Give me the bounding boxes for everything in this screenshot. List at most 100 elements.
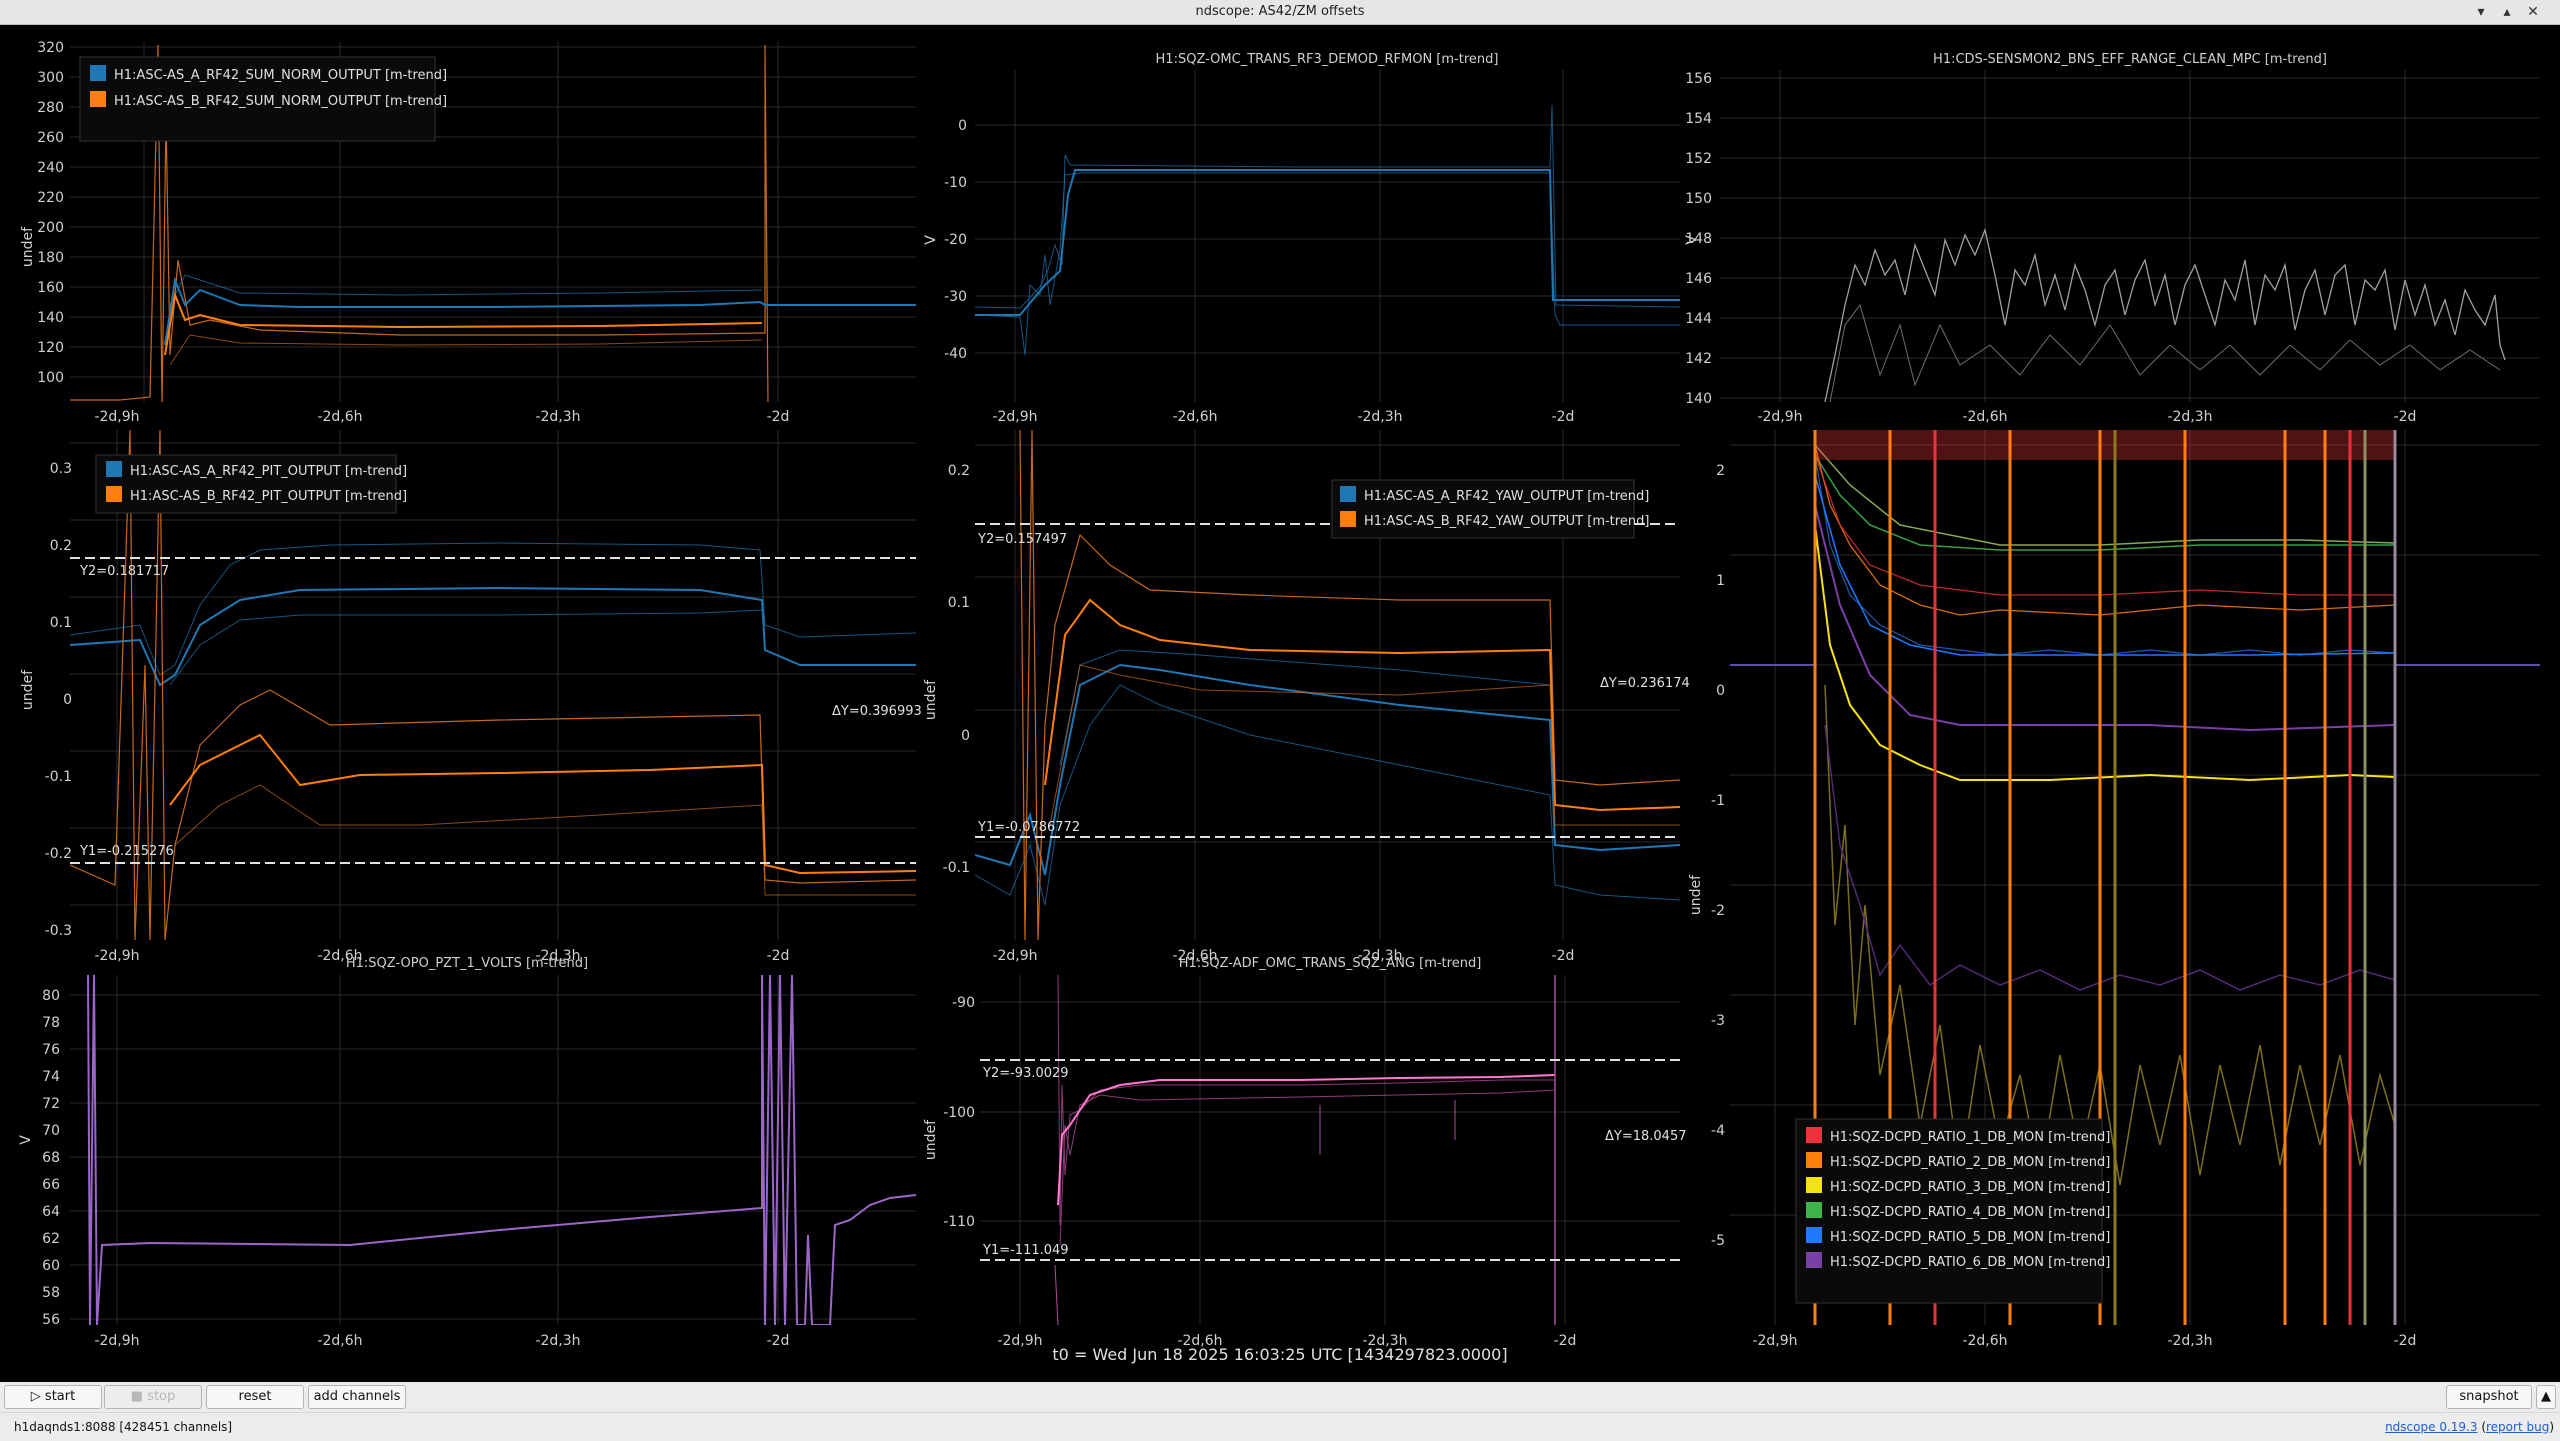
ytick: 2 [1716, 463, 1725, 479]
legend-5[interactable]: H1:ASC-AS_A_RF42_YAW_OUTPUT [m-trend] H1… [1331, 479, 1649, 539]
xtick: -2d,9h [94, 409, 139, 425]
y-axis-label: undef [20, 226, 36, 267]
ytick: 154 [1685, 111, 1712, 127]
ytick: 64 [42, 1204, 60, 1220]
xtick: -2d,9h [94, 948, 139, 964]
ytick: 72 [42, 1096, 60, 1112]
xtick: -2d,3h [535, 948, 580, 964]
plot-1[interactable]: 100 120 140 160 180 200 220 240 260 280 … [20, 40, 916, 425]
ytick: 156 [1685, 71, 1712, 87]
ytick: -3 [1711, 1013, 1725, 1029]
xtick: -2d [767, 1333, 790, 1349]
ytick: 0.2 [50, 538, 72, 554]
plot-4[interactable]: Y2=0.181717 Y1=-0.215276 ΔY=0.396993 0.3… [20, 430, 922, 964]
ytick: 60 [42, 1258, 60, 1274]
plot-8[interactable]: H1:SQZ-ADF_OMC_TRANS_SQZ_ANG [m-trend] Y… [923, 956, 1687, 1349]
xtick: -2d [2394, 409, 2417, 425]
xtick: -2d,6h [1177, 1333, 1222, 1349]
xtick: -2d,9h [94, 1333, 139, 1349]
add-channels-button[interactable]: add channels [308, 1385, 406, 1409]
ytick: 148 [1685, 231, 1712, 247]
plot-3[interactable]: H1:CDS-SENSMON2_BNS_EFF_RANGE_CLEAN_MPC … [1684, 52, 2540, 425]
xtick: -2d,9h [997, 1333, 1042, 1349]
maximize-icon[interactable]: ▴ [2503, 4, 2511, 20]
plot-title: H1:SQZ-OMC_TRANS_RF3_DEMOD_RFMON [m-tren… [1156, 52, 1499, 67]
xtick: -2d,6h [1172, 948, 1217, 964]
stop-online-button[interactable]: ■ stop online [104, 1385, 202, 1426]
ytick: 146 [1685, 271, 1712, 287]
ytick: 320 [37, 40, 64, 56]
xtick: -2d [767, 948, 790, 964]
ytick: 120 [37, 340, 64, 356]
ytick: 0 [961, 728, 970, 744]
ytick: 0.1 [50, 615, 72, 631]
legend-swatch [90, 91, 106, 107]
y-axis-label: undef [20, 669, 36, 710]
xtick: -2d,3h [535, 1333, 580, 1349]
ytick: 152 [1685, 151, 1712, 167]
ytick: -20 [944, 232, 967, 248]
report-bug-link[interactable]: report bug [2486, 1420, 2550, 1434]
plot-7[interactable]: H1:SQZ-OPO_PZT_1_VOLTS [m-trend] 80 78 7… [18, 956, 916, 1349]
snapshot-button[interactable]: snapshot [2446, 1385, 2532, 1409]
ytick: 140 [37, 310, 64, 326]
channel-count: [428451 channels] [119, 1420, 233, 1434]
ytick: 144 [1685, 311, 1712, 327]
plot-5[interactable]: Y2=0.157497 Y1=-0.0786772 ΔY=0.236174 0.… [923, 430, 1690, 964]
plot-2[interactable]: H1:SQZ-OMC_TRANS_RF3_DEMOD_RFMON [m-tren… [923, 52, 1680, 425]
legend-entry: H1:SQZ-DCPD_RATIO_4_DB_MON [m-trend] [1830, 1205, 2110, 1220]
ytick: 0 [958, 118, 967, 134]
ytick: -0.1 [45, 769, 72, 785]
legend-entry: H1:SQZ-DCPD_RATIO_5_DB_MON [m-trend] [1830, 1230, 2110, 1245]
ytick: -40 [944, 346, 967, 362]
ytick: 0 [1716, 683, 1725, 699]
toolbar [0, 1382, 2560, 1412]
plot-title: H1:SQZ-OPO_PZT_1_VOLTS [m-trend] [346, 956, 588, 971]
ytick: 200 [37, 220, 64, 236]
plot-6[interactable]: 2 1 0 -1 -2 -3 -4 -5 undef -2d,9h -2d,6h… [1688, 430, 2540, 1349]
legend-4[interactable]: H1:ASC-AS_A_RF42_PIT_OUTPUT [m-trend] H1… [95, 454, 407, 514]
reset-button[interactable]: reset [206, 1385, 304, 1409]
stop-icon: ■ [130, 1389, 148, 1404]
collapse-up-icon[interactable]: ▲ [2536, 1385, 2556, 1409]
close-icon[interactable]: ✕ [2527, 4, 2539, 20]
ytick: -1 [1711, 793, 1725, 809]
plot-canvas[interactable]: 100 120 140 160 180 200 220 240 260 280 … [0, 25, 2560, 1382]
legend-entry: H1:ASC-AS_B_RF42_SUM_NORM_OUTPUT [m-tren… [114, 94, 447, 109]
xtick: -2d,6h [317, 1333, 362, 1349]
t0-label: t0 = Wed Jun 18 2025 16:03:25 UTC [14342… [1052, 1345, 1507, 1364]
ytick: 280 [37, 100, 64, 116]
ytick: 78 [42, 1015, 60, 1031]
ytick: -0.2 [45, 846, 72, 862]
cursor-dy-label: ΔY=0.236174 [1600, 676, 1690, 691]
legend-1[interactable]: H1:ASC-AS_A_RF42_SUM_NORM_OUTPUT [m-tren… [79, 56, 447, 142]
ytick: 58 [42, 1285, 60, 1301]
xtick: -2d,6h [1962, 1333, 2007, 1349]
ytick: 70 [42, 1123, 60, 1139]
legend-entry: H1:SQZ-DCPD_RATIO_3_DB_MON [m-trend] [1830, 1180, 2110, 1195]
minimize-icon[interactable]: ▾ [2477, 4, 2485, 20]
xtick: -2d,9h [1752, 1333, 1797, 1349]
plot-title: H1:CDS-SENSMON2_BNS_EFF_RANGE_CLEAN_MPC … [1933, 52, 2327, 67]
xtick: -2d,3h [1357, 948, 1402, 964]
status-bar: h1daqnds1:8088 [428451 channels] ndscope… [0, 1412, 2560, 1441]
version-link[interactable]: ndscope 0.19.3 [2385, 1420, 2478, 1434]
y-axis-label: V [1684, 235, 1700, 245]
ytick: -90 [952, 995, 975, 1011]
xtick: -2d,9h [992, 409, 1037, 425]
cursor-dy-label: ΔY=0.396993 [832, 704, 922, 719]
server-address: h1daqnds1:8088 [14, 1420, 116, 1434]
ytick: -2 [1711, 903, 1725, 919]
ytick: -5 [1711, 1233, 1725, 1249]
ytick: 180 [37, 250, 64, 266]
ytick: -10 [944, 175, 967, 191]
start-online-button[interactable]: ▷ start online [4, 1385, 102, 1426]
plot-grid-svg[interactable]: 100 120 140 160 180 200 220 240 260 280 … [0, 25, 2560, 1382]
legend-6[interactable]: H1:SQZ-DCPD_RATIO_1_DB_MON [m-trend] H1:… [1795, 1118, 2110, 1304]
ytick: 0 [63, 692, 72, 708]
legend-entry: H1:ASC-AS_B_RF42_PIT_OUTPUT [m-trend] [130, 489, 407, 504]
cursor-dy-label: ΔY=18.0457 [1605, 1129, 1687, 1144]
ytick: 74 [42, 1069, 60, 1085]
xtick: -2d [1554, 1333, 1577, 1349]
xtick: -2d,6h [1962, 409, 2007, 425]
